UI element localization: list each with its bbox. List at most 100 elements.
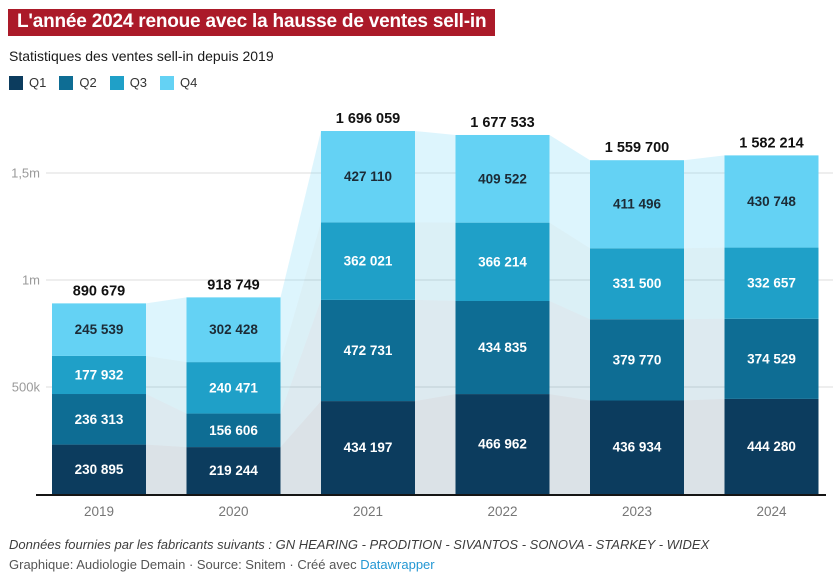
x-tick-label: 2020 <box>218 504 248 519</box>
segment-value-label: 302 428 <box>209 322 258 337</box>
bar-2020-q1[interactable] <box>186 447 281 494</box>
connector-area <box>684 398 725 494</box>
segment-value-label: 331 500 <box>613 276 662 291</box>
connector-area <box>280 401 321 494</box>
connector-area <box>415 394 456 494</box>
total-label: 890 679 <box>73 283 125 299</box>
segment-value-label: 245 539 <box>75 322 124 337</box>
chart-canvas: 500k 1m 1,5m 230 895 236 313 177 932 245 539 89… <box>11 111 833 519</box>
y-tick-label: 1m <box>22 272 40 287</box>
segment-value-label: 236 313 <box>75 412 124 427</box>
data-notes: Données fournies par les fabricants suiv… <box>9 537 710 552</box>
bar-2020-q2[interactable] <box>186 413 281 448</box>
connector-area <box>684 318 725 401</box>
connector-area <box>146 297 187 363</box>
connector-area <box>280 299 321 448</box>
segment-value-label: 411 496 <box>613 197 662 212</box>
total-label: 1 696 059 <box>336 111 401 127</box>
legend: Q1 Q2 Q3 Q4 <box>9 75 197 90</box>
bar-2019-q1[interactable] <box>52 444 146 494</box>
legend-item-q2: Q2 <box>59 75 97 90</box>
segment-value-label: 240 471 <box>209 380 258 395</box>
connector-area <box>146 394 187 448</box>
bar-2021-q4[interactable] <box>321 131 415 223</box>
page-title: L'année 2024 renoue avec la hausse de ve… <box>8 9 496 36</box>
total-label: 1 582 214 <box>739 135 804 151</box>
segment-value-label: 409 522 <box>478 171 527 186</box>
legend-item-q3: Q3 <box>109 75 148 90</box>
bar-2023-q4[interactable] <box>590 160 684 249</box>
bar-2020-q4[interactable] <box>186 297 281 363</box>
segment-value-label: 430 748 <box>747 194 796 209</box>
connector-area <box>549 134 590 249</box>
x-tick-label: 2023 <box>622 504 652 519</box>
bar-2021-q3[interactable] <box>321 222 415 300</box>
connector-area <box>549 301 590 401</box>
bar-2021-q1[interactable] <box>321 401 415 494</box>
connector-area <box>415 299 456 402</box>
bar-2019-q4[interactable] <box>52 303 146 356</box>
legend-item-q1: Q1 <box>9 75 46 90</box>
total-label: 1 677 533 <box>470 115 535 131</box>
total-label: 1 559 700 <box>605 140 670 156</box>
segment-value-label: 374 529 <box>747 351 796 366</box>
bar-2021-q2[interactable] <box>321 299 415 402</box>
legend-swatch-q4 <box>160 75 175 90</box>
x-tick-label: 2021 <box>353 504 383 519</box>
bar-2020-q3[interactable] <box>186 362 281 414</box>
segment-value-label: 332 657 <box>747 276 796 291</box>
segment-value-label: 444 280 <box>747 439 796 454</box>
x-tick-label: 2019 <box>84 504 114 519</box>
legend-swatch-q3 <box>109 75 124 90</box>
x-tick-label: 2024 <box>756 504 787 519</box>
connector-area <box>549 222 590 320</box>
bar-2022-q1[interactable] <box>455 394 550 494</box>
legend-label: Q1 <box>29 75 47 90</box>
segment-value-label: 434 197 <box>344 440 393 455</box>
segment-value-label: 472 731 <box>344 343 393 358</box>
stacked-bar-chart: 500k 1m 1,5m 230 895 236 313 177 932 245 539 89… <box>0 100 833 536</box>
bar-2022-q3[interactable] <box>455 222 550 302</box>
connector-area <box>280 222 321 414</box>
byline-text: Graphique: Audiologie Demain · Source: S… <box>9 557 361 572</box>
chart-subtitle: Statistiques des ventes sell-in depuis 2… <box>9 48 274 64</box>
segment-value-label: 434 835 <box>478 340 527 355</box>
segment-value-label: 230 895 <box>75 462 124 477</box>
bar-2024-q3[interactable] <box>724 247 819 319</box>
bar-2024-q4[interactable] <box>724 155 819 248</box>
connector-area <box>146 444 187 494</box>
segment-value-label: 156 606 <box>209 423 258 438</box>
bar-2022-q4[interactable] <box>455 134 550 223</box>
bar-2023-q3[interactable] <box>590 248 684 320</box>
legend-item-q4: Q4 <box>160 75 197 90</box>
bar-2023-q1[interactable] <box>590 400 684 494</box>
segment-value-label: 436 934 <box>613 440 662 455</box>
bar-2019-q3[interactable] <box>52 355 146 395</box>
segment-value-label: 362 021 <box>344 254 393 269</box>
legend-swatch-q2 <box>59 75 74 90</box>
segment-value-label: 427 110 <box>344 169 392 184</box>
x-tick-label: 2022 <box>487 504 517 519</box>
connector-area <box>415 131 456 223</box>
byline: Graphique: Audiologie Demain · Source: S… <box>9 557 435 572</box>
legend-label: Q3 <box>129 75 148 90</box>
segment-value-label: 219 244 <box>209 463 258 478</box>
connector-area <box>684 155 725 249</box>
bar-2024-q1[interactable] <box>724 398 819 494</box>
connector-area <box>415 222 456 302</box>
connector-area <box>684 247 725 320</box>
segment-value-label: 379 770 <box>613 352 662 367</box>
bar-2023-q2[interactable] <box>590 319 684 401</box>
segment-value-label: 177 932 <box>75 367 124 382</box>
connector-area <box>146 355 187 414</box>
legend-label: Q2 <box>79 75 97 90</box>
bar-2022-q2[interactable] <box>455 301 550 395</box>
bar-2024-q2[interactable] <box>724 318 819 399</box>
segment-value-label: 466 962 <box>478 437 527 452</box>
legend-label: Q4 <box>180 75 198 90</box>
connector-area <box>280 131 321 363</box>
datawrapper-link[interactable]: Datawrapper <box>360 557 435 572</box>
bar-2019-q2[interactable] <box>52 394 146 445</box>
connector-area <box>549 394 590 494</box>
total-label: 918 749 <box>207 277 259 293</box>
